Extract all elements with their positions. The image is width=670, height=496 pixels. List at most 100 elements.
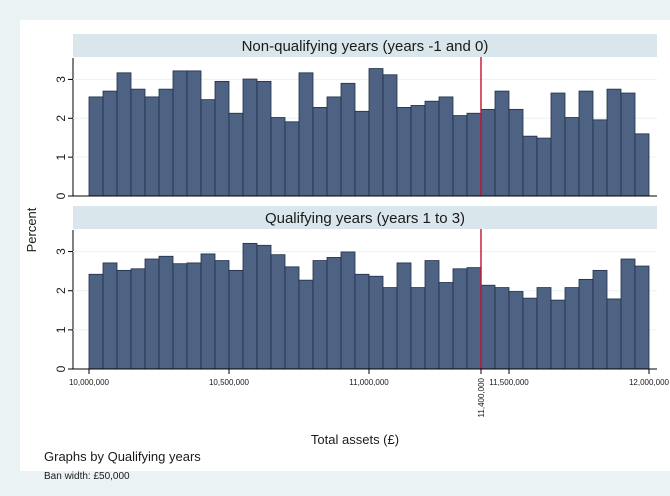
panel-title: Non-qualifying years (years -1 and 0) xyxy=(242,38,489,55)
histogram-bar xyxy=(186,70,202,197)
histogram-bar xyxy=(200,99,216,197)
histogram-bar xyxy=(340,251,356,370)
footer-note: Graphs by Qualifying years xyxy=(44,449,201,464)
panel-title: Qualifying years (years 1 to 3) xyxy=(265,210,465,227)
x-tick-label: 11,000,000 xyxy=(349,378,389,387)
histogram-bar xyxy=(494,90,510,197)
histogram-bar xyxy=(592,269,608,370)
y-tick-label: 1 xyxy=(54,326,68,333)
histogram-bar xyxy=(368,275,384,370)
histogram-bar xyxy=(578,90,594,197)
histogram-bar xyxy=(578,278,594,370)
histogram-bar xyxy=(256,244,272,370)
y-tick-label: 1 xyxy=(54,153,68,160)
y-axis-label: Percent xyxy=(24,207,39,252)
histogram-bar xyxy=(200,253,216,370)
histogram-bar xyxy=(424,100,440,197)
histogram-bar xyxy=(634,265,650,370)
x-tick-label: 10,500,000 xyxy=(209,378,250,387)
histogram-bar xyxy=(228,112,244,197)
histogram-bar xyxy=(158,88,174,197)
histogram-bar xyxy=(396,262,412,370)
histogram-bar xyxy=(172,263,188,370)
histogram-bar xyxy=(312,260,328,370)
histogram-bar xyxy=(102,90,118,197)
histogram-bar xyxy=(550,92,566,197)
histogram-bar xyxy=(354,110,370,197)
histogram-bar xyxy=(550,299,566,370)
histogram-bar xyxy=(130,88,146,197)
y-tick-label: 3 xyxy=(54,76,68,83)
histogram-bar xyxy=(480,108,496,197)
panel-title-strip xyxy=(73,206,657,229)
histogram-bar xyxy=(452,115,468,197)
x-tick-label: 10,000,000 xyxy=(69,378,110,387)
x-tick-label: 11,500,000 xyxy=(489,378,529,387)
y-tick-label: 2 xyxy=(54,115,68,122)
histogram-bar xyxy=(354,273,370,370)
x-axis: 10,000,000 10,500,000 11,000,000 11,500,000… xyxy=(69,195,670,417)
histogram-bar xyxy=(144,96,160,197)
histogram-bar xyxy=(382,287,398,370)
histogram-bar xyxy=(242,78,258,197)
histogram-bar xyxy=(284,266,300,370)
threshold-tick-label: 11,400,000 xyxy=(477,377,486,417)
histogram-bar xyxy=(368,68,384,197)
panel-title-strip xyxy=(73,34,657,57)
histogram-bar xyxy=(410,287,426,370)
histogram-bar xyxy=(564,117,580,197)
histogram-bar xyxy=(284,121,300,197)
histogram-bar xyxy=(452,268,468,370)
histogram-bar xyxy=(116,269,132,370)
histogram-bar xyxy=(620,258,636,370)
histogram-bar xyxy=(158,255,174,370)
histogram-bar xyxy=(606,298,622,370)
histogram-bar xyxy=(270,254,286,370)
histogram-bar xyxy=(144,258,160,370)
histogram-bar xyxy=(172,70,188,197)
histogram-bar xyxy=(340,82,356,197)
histogram-bar xyxy=(130,268,146,370)
histogram-bar xyxy=(536,137,552,197)
histogram-bar xyxy=(312,107,328,197)
histogram-bar xyxy=(494,287,510,370)
histogram-bar xyxy=(186,262,202,370)
histogram-bar xyxy=(214,260,230,370)
histogram-bar xyxy=(228,269,244,370)
histogram-bar xyxy=(522,297,538,370)
histogram-bar xyxy=(466,267,482,370)
x-axis-label: Total assets (£) xyxy=(311,432,399,447)
histogram-bar xyxy=(634,133,650,197)
histogram-bar xyxy=(508,291,524,370)
histogram-bar xyxy=(256,80,272,197)
histogram-bar xyxy=(298,279,314,370)
histogram-bar xyxy=(620,92,636,197)
histogram-bar xyxy=(102,262,118,370)
histogram-bar xyxy=(438,282,454,370)
histogram-bar xyxy=(88,273,104,370)
histogram-bar xyxy=(606,88,622,197)
histogram-bar xyxy=(564,287,580,370)
histogram-bar xyxy=(410,105,426,197)
histogram-bar xyxy=(522,135,538,197)
y-tick-label: 2 xyxy=(54,287,68,294)
histogram-bar xyxy=(326,96,342,197)
x-tick-label: 12,000,000 xyxy=(629,378,670,387)
histogram-bar xyxy=(88,96,104,197)
histogram-bar xyxy=(116,72,132,197)
histogram-bar xyxy=(466,112,482,197)
histogram-bar xyxy=(480,284,496,370)
histogram-bar xyxy=(424,260,440,370)
histogram-bar xyxy=(438,96,454,197)
histogram-bar xyxy=(242,242,258,370)
panel-non-qualifying: Non-qualifying years (years -1 and 0) 0 1… xyxy=(54,34,657,199)
histogram-bar xyxy=(396,107,412,197)
histogram-bar xyxy=(326,257,342,370)
histogram-bar xyxy=(214,80,230,197)
y-tick-label: 3 xyxy=(54,248,68,255)
bin-width-note: Ban width: £50,000 xyxy=(44,471,130,482)
histogram-bar xyxy=(536,287,552,370)
bars-group xyxy=(88,57,650,197)
